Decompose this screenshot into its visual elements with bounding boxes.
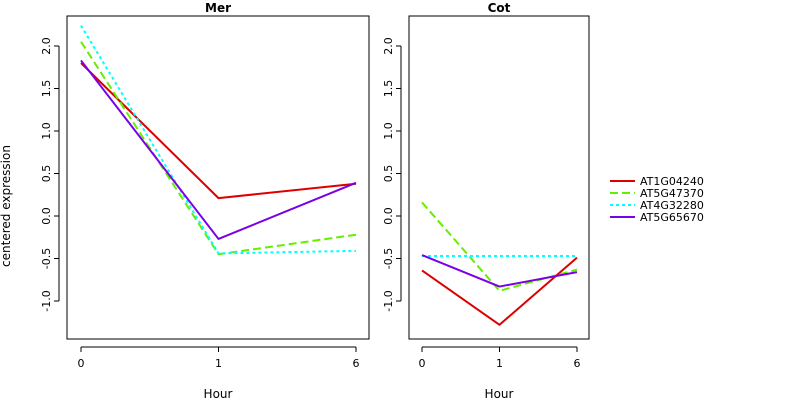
- legend-label: AT1G04240: [640, 175, 704, 188]
- y-tick-label: 0.0: [382, 207, 395, 225]
- y-tick-label: 1.0: [40, 122, 53, 140]
- x-axis-title: Hour: [204, 387, 233, 400]
- y-tick-label: -0.5: [382, 248, 395, 269]
- x-tick-label: 6: [574, 357, 581, 370]
- y-tick-label: -1.0: [40, 290, 53, 311]
- plot-frame-mer: [66, 15, 370, 340]
- series-line-at4g32280: [80, 25, 357, 255]
- panel-title: Cot: [488, 1, 511, 15]
- legend-label: AT5G47370: [640, 187, 704, 200]
- series-line-at5g47370: [80, 41, 357, 256]
- y-tick-label: 1.5: [40, 80, 53, 98]
- x-tick-label: 6: [353, 357, 360, 370]
- y-tick-label: 1.5: [382, 80, 395, 98]
- y-tick-label: 2.0: [382, 37, 395, 55]
- plot-frame-cot: [408, 15, 590, 340]
- y-tick-label: 0.5: [40, 165, 53, 183]
- x-axis-title: Hour: [485, 387, 514, 400]
- y-tick-label: -0.5: [40, 248, 53, 269]
- panel-title: Mer: [205, 1, 231, 15]
- series-line-at1g04240: [421, 256, 578, 326]
- x-tick-label: 1: [215, 357, 222, 370]
- y-tick-label: 0.5: [382, 165, 395, 183]
- series-line-at1g04240: [80, 62, 357, 200]
- series-line-at5g65670: [421, 254, 578, 288]
- y-tick-label: 0.0: [40, 207, 53, 225]
- legend-label: AT5G65670: [640, 211, 704, 224]
- x-tick-label: 0: [78, 357, 85, 370]
- y-axis-title: centered expression: [0, 145, 13, 267]
- y-tick-label: 1.0: [382, 122, 395, 140]
- x-tick-label: 1: [496, 357, 503, 370]
- y-tick-label: -1.0: [382, 290, 395, 311]
- y-tick-label: 2.0: [40, 37, 53, 55]
- legend-label: AT4G32280: [640, 199, 704, 212]
- series-line-at5g65670: [80, 59, 357, 240]
- x-tick-label: 0: [419, 357, 426, 370]
